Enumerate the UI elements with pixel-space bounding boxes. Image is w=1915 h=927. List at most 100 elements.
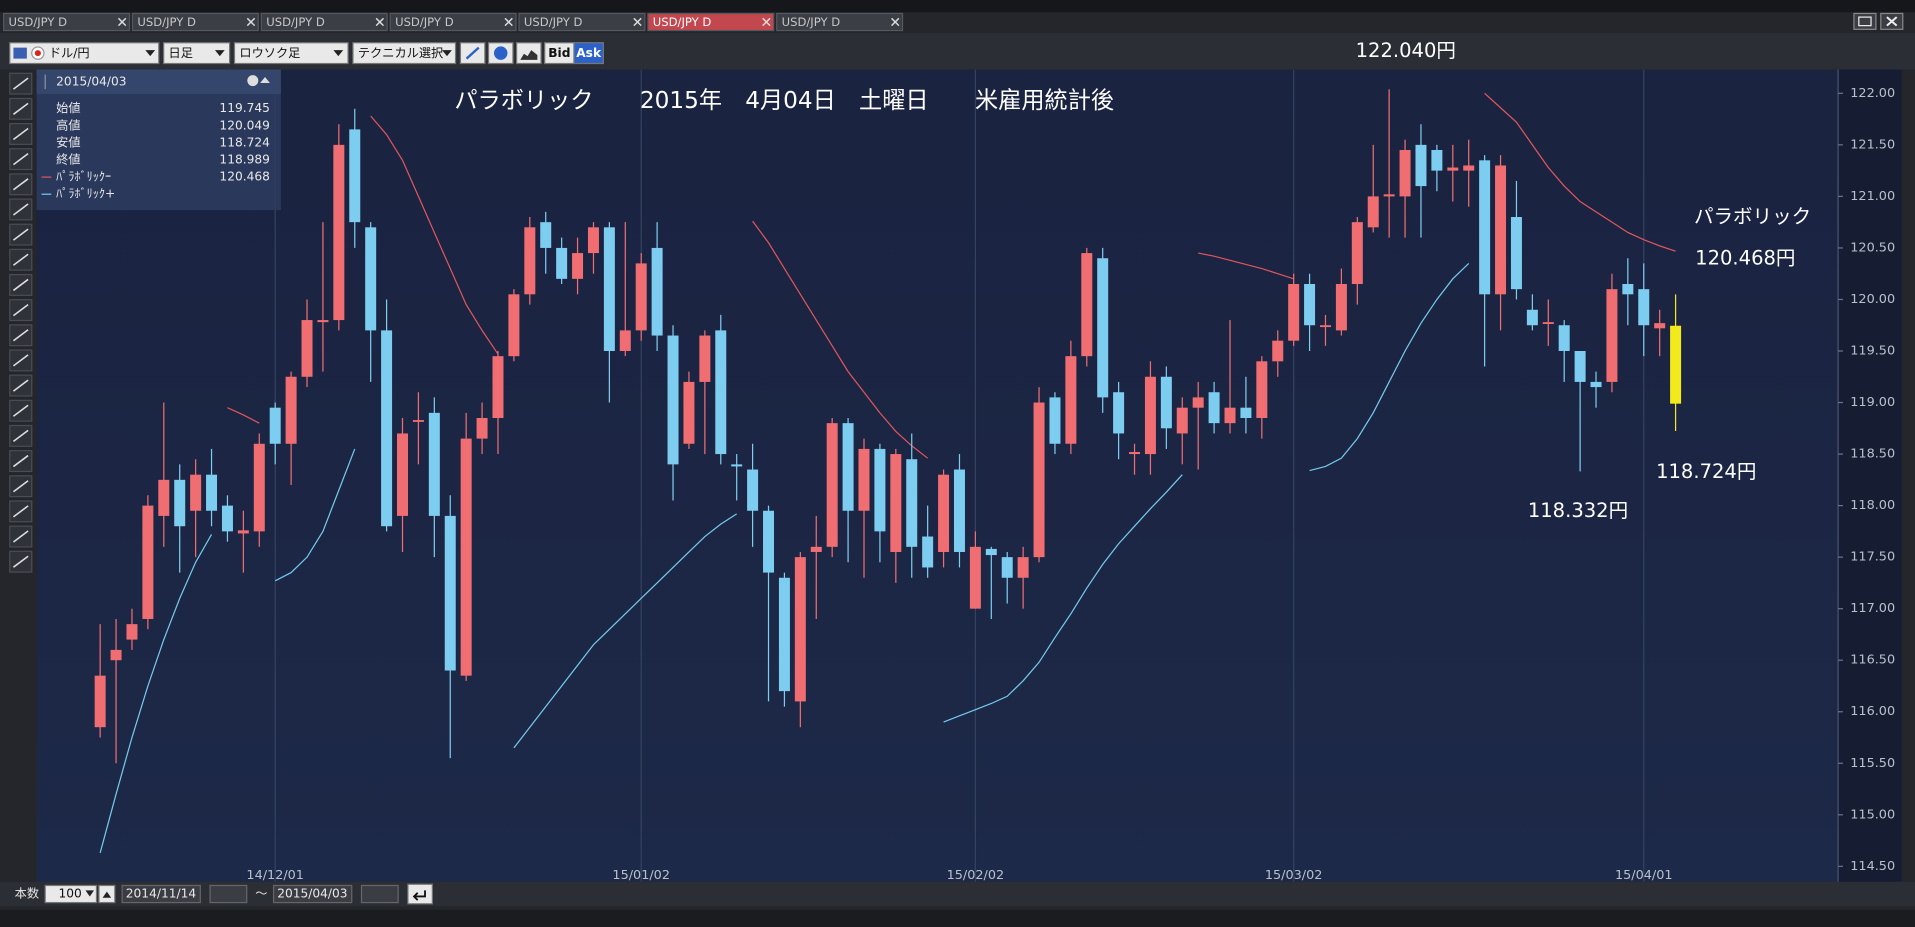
start-input[interactable]: [121, 884, 201, 904]
row-label: 終値: [56, 151, 80, 166]
candle-body: [1351, 222, 1363, 285]
candle-body: [699, 335, 711, 382]
panel-info-icon[interactable]: [247, 75, 259, 87]
tool-icon: [12, 454, 29, 468]
candle-body: [142, 505, 154, 619]
maximize-button[interactable]: [1853, 12, 1877, 30]
candle-body: [619, 330, 631, 351]
pair-select[interactable]: [9, 42, 160, 65]
count-input[interactable]: [44, 884, 98, 904]
tab-close[interactable]: [891, 17, 900, 27]
row-value: 120.049: [219, 118, 269, 132]
candle-body: [651, 247, 663, 336]
tab[interactable]: [776, 12, 904, 32]
candle-body: [858, 448, 870, 511]
candle-body: [285, 376, 297, 444]
count-down[interactable]: [85, 890, 95, 897]
y-tick-label: 118.50: [1850, 447, 1895, 462]
tab-close[interactable]: [375, 17, 385, 27]
y-axis-area: [1838, 69, 1902, 882]
x-tick-label: 15/04/01: [1615, 868, 1673, 883]
tab-close[interactable]: [117, 17, 127, 27]
tool-icon: [12, 228, 29, 241]
candle-body: [540, 222, 552, 248]
candle-body: [1065, 356, 1077, 444]
ask-button[interactable]: [573, 42, 604, 65]
tab-bar: USD/JPY D USD/JPY D USD/JPY D USD/JPY D USD/…: [3, 12, 904, 32]
candle-body: [1590, 381, 1602, 388]
candle-body: [1415, 144, 1427, 187]
candle-body: [794, 557, 806, 702]
candle-body: [253, 443, 265, 532]
tab[interactable]: [131, 12, 259, 32]
candle-body: [349, 129, 361, 223]
tab-close[interactable]: [504, 17, 513, 27]
end-date: 2015/04/03: [277, 887, 347, 901]
candle-body: [269, 407, 281, 444]
info-date: 2015/04/03: [56, 74, 126, 88]
candle-body: [1097, 258, 1109, 398]
candle-body: [1288, 284, 1300, 341]
row-value: 118.989: [219, 152, 269, 166]
candle-body: [1272, 340, 1284, 362]
sar-line: [227, 92, 1676, 459]
tool-icon: [12, 329, 29, 342]
tool-icon: [12, 278, 29, 292]
tab-close[interactable]: [762, 17, 771, 27]
tab-close[interactable]: [246, 17, 256, 27]
period-select[interactable]: [163, 42, 231, 65]
row-value: 119.745: [219, 101, 269, 115]
candle-body: [190, 474, 202, 511]
candle-body: [1129, 452, 1141, 455]
candle-body: [1017, 557, 1029, 578]
panel-collapse[interactable]: [260, 76, 270, 84]
info-panel-header: [36, 69, 281, 95]
candle-body: [1240, 407, 1252, 418]
technical-select[interactable]: [352, 42, 457, 65]
end-time-input[interactable]: [360, 884, 399, 904]
style-label: ロウソク足: [239, 46, 300, 60]
candle-body: [492, 356, 504, 418]
tab[interactable]: [647, 12, 775, 32]
x-tick-label: 14/12/01: [246, 868, 304, 883]
pair-label: ドル/円: [49, 46, 90, 60]
tool-icon: [12, 555, 29, 568]
style-select[interactable]: [233, 42, 349, 65]
tab[interactable]: [260, 12, 388, 32]
tab-label: USD/JPY D: [9, 15, 68, 29]
tab-close[interactable]: [633, 17, 642, 27]
tool-icon: [12, 379, 29, 392]
y-tick-label: 118.00: [1850, 498, 1895, 513]
y-tick-label: 119.00: [1850, 395, 1895, 410]
range-separator: 〜: [255, 887, 267, 901]
status-strip: [0, 909, 1915, 927]
chart-button[interactable]: [515, 42, 542, 65]
top-strip: [0, 0, 1915, 13]
maximize-icon: [1858, 16, 1872, 27]
candle-body: [1319, 325, 1331, 328]
tool-icon: [12, 127, 29, 141]
candle-body: [1335, 284, 1347, 331]
candle-body: [763, 510, 775, 573]
candle-body: [206, 474, 218, 511]
tab[interactable]: [518, 12, 646, 32]
start-date: 2014/11/14: [126, 887, 197, 901]
y-tick-label: 121.50: [1850, 137, 1895, 152]
candle-body: [221, 505, 233, 532]
tool-icon: [12, 505, 29, 518]
candle-body: [397, 433, 409, 516]
end-input[interactable]: [272, 884, 353, 904]
candle-body: [524, 227, 536, 295]
candle-body: [1558, 325, 1570, 351]
start-time-input[interactable]: [209, 884, 248, 904]
apply-button[interactable]: [407, 883, 433, 905]
candle-body: [1144, 376, 1156, 455]
annotation: 118.332円: [1528, 499, 1628, 522]
dropdown-arrow: [333, 50, 344, 57]
tab[interactable]: [389, 12, 517, 32]
candle-body: [969, 546, 981, 609]
candle-body: [365, 227, 377, 331]
tab[interactable]: [3, 12, 131, 32]
y-tick-label: 119.50: [1850, 343, 1895, 358]
dropdown-arrow: [442, 50, 452, 57]
